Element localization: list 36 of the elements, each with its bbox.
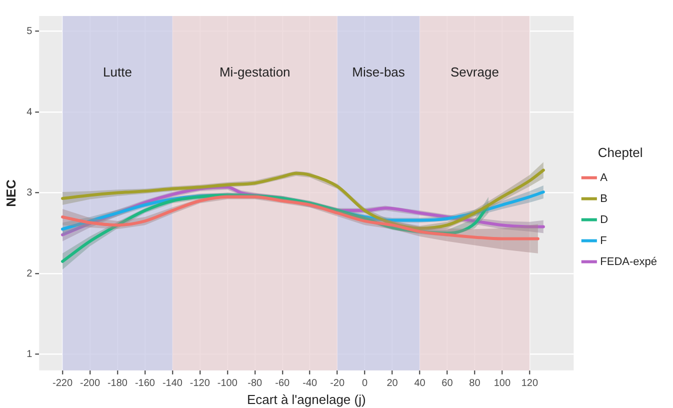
y-axis-title: NEC [3, 178, 18, 207]
x-tick-label: 60 [442, 378, 454, 390]
legend-label: A [600, 172, 608, 184]
y-tick-label: 3 [26, 188, 33, 199]
x-tick-label: 120 [521, 378, 538, 390]
y-tick-label: 4 [26, 106, 33, 118]
x-tick-label: 100 [494, 378, 511, 390]
legend-label: F [600, 234, 608, 247]
x-tick-label: -200 [80, 378, 100, 390]
band-label: Mise-bas [352, 64, 406, 80]
x-tick-label: -140 [162, 378, 183, 390]
x-tick-label: -80 [248, 378, 263, 390]
x-tick-label: 20 [386, 378, 398, 390]
legend-label: FEDA-expé [600, 256, 658, 268]
band-label: Sevrage [450, 64, 499, 80]
band-label: Mi-gestation [219, 64, 290, 80]
x-tick-label: -20 [330, 378, 345, 390]
legend-label: B [600, 192, 608, 205]
x-tick-label: -220 [52, 378, 73, 390]
x-axis-title: Ecart à l'agnelage (j) [246, 392, 366, 407]
line-series [61, 195, 540, 240]
x-tick-label: 80 [469, 378, 481, 390]
legend-label: D [600, 214, 608, 226]
band-label: Lutte [103, 64, 132, 80]
legend-title: Cheptel [598, 144, 643, 160]
x-tick-label: -160 [134, 378, 156, 390]
x-tick-label: -120 [190, 378, 210, 390]
x-tick-label: -100 [217, 378, 238, 390]
y-tick-label: 2 [26, 268, 33, 280]
y-tick-label: 1 [26, 349, 33, 360]
y-tick-label: 5 [26, 26, 33, 38]
x-tick-label: -60 [275, 378, 290, 390]
x-tick-label: -40 [302, 378, 318, 390]
x-tick-label: -180 [107, 378, 128, 390]
x-tick-label: 40 [414, 378, 426, 390]
x-tick-label: 0 [362, 378, 368, 390]
